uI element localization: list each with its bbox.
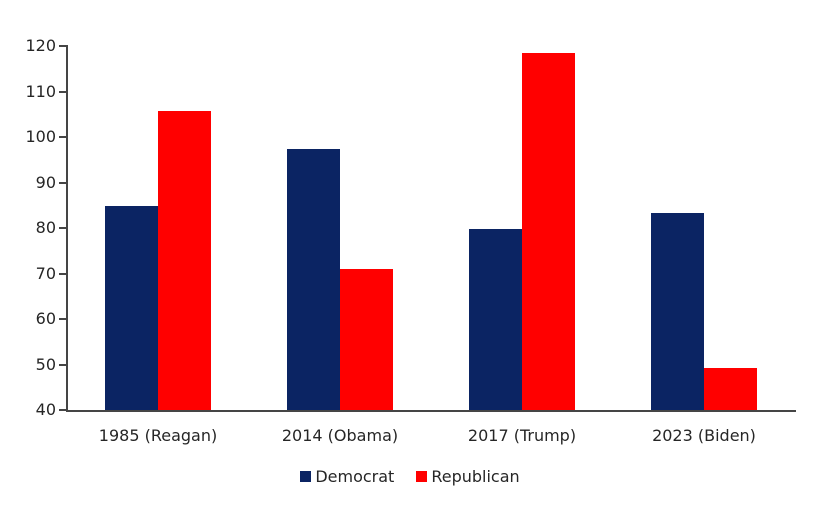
y-tick-label: 120: [25, 36, 56, 55]
y-tick-mark: [59, 227, 67, 229]
legend-swatch-republican-icon: [416, 471, 428, 482]
x-axis-line: [66, 410, 796, 412]
y-tick-label: 90: [35, 172, 56, 192]
bar-republican-3: [522, 52, 575, 410]
x-category-label: 2017 (Trump): [467, 426, 577, 445]
legend-swatch-democrat-icon: [300, 471, 312, 482]
y-tick-mark: [59, 181, 67, 184]
y-tick-mark: [59, 409, 67, 411]
bar-republican-2: [340, 268, 393, 410]
x-category-label: 2023 (Biden): [652, 426, 756, 445]
legend: Democrat Republican: [0, 467, 820, 486]
y-tick-label: 60: [35, 309, 56, 328]
bar-democrat-1: [105, 206, 158, 410]
y-axis-line: [66, 45, 68, 412]
y-tick-mark: [59, 90, 67, 93]
y-tick-mark: [59, 45, 67, 47]
bar-democrat-4: [651, 212, 704, 410]
bar-republican-4: [704, 368, 757, 410]
y-tick-label: 100: [25, 127, 56, 146]
bar-republican-1: [158, 111, 211, 410]
x-category-label: 2014 (Obama): [281, 426, 399, 445]
y-tick-label: 40: [35, 400, 56, 419]
legend-item-democrat: Democrat: [300, 467, 394, 486]
bar-democrat-2: [287, 148, 340, 410]
y-tick-mark: [59, 136, 67, 138]
y-tick-mark: [59, 318, 67, 320]
y-tick-label: 110: [25, 81, 56, 101]
y-tick-label: 50: [35, 354, 56, 374]
legend-label-democrat: Democrat: [315, 467, 395, 486]
y-tick-mark: [59, 363, 67, 366]
y-tick-label: 80: [35, 218, 56, 237]
y-tick-label: 70: [35, 263, 56, 283]
legend-item-republican: Republican: [416, 467, 520, 486]
x-category-label: 1985 (Reagan): [98, 426, 218, 445]
y-tick-mark: [59, 272, 67, 275]
legend-label-republican: Republican: [431, 467, 520, 486]
bar-democrat-3: [469, 228, 522, 410]
